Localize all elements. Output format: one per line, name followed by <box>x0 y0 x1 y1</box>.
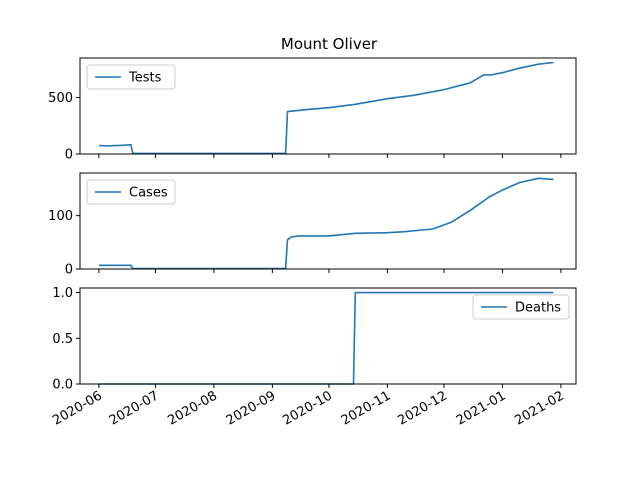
legend-label: Tests <box>128 71 162 86</box>
legend-label: Deaths <box>515 301 561 316</box>
x-tick-label: 2021-01 <box>454 388 509 428</box>
legend-box <box>86 179 176 205</box>
y-tick-label: 0.5 <box>52 332 73 347</box>
x-tick-label: 2020-10 <box>280 388 335 428</box>
x-tick-label: 2021-02 <box>512 388 567 428</box>
x-tick-label: 2020-06 <box>50 388 105 428</box>
legend: Tests <box>86 64 176 90</box>
y-tick-label: 500 <box>48 91 73 106</box>
panel-2: 0 100 Cases <box>48 172 577 278</box>
legend-box <box>472 294 570 320</box>
axes-frame <box>79 57 577 155</box>
panel-1: 0 500 Tests <box>48 57 577 163</box>
y-tick-label: 0 <box>65 148 73 163</box>
y-tick-label: 0 <box>65 263 73 278</box>
y-tick-label: 100 <box>48 209 73 224</box>
axes-frame <box>79 172 577 270</box>
y-tick-label: 0.0 <box>52 378 73 393</box>
x-tick-label: 2020-09 <box>224 388 279 428</box>
legend-box <box>86 64 176 90</box>
panel-3: 0.0 0.5 1.0 Deaths <box>52 286 577 393</box>
x-tick-label: 2020-12 <box>395 388 450 428</box>
legend: Cases <box>86 179 176 205</box>
chart-title: Mount Oliver <box>281 35 378 53</box>
series-line-tests <box>98 61 554 155</box>
legend: Deaths <box>472 294 570 320</box>
axes-frame <box>79 287 577 385</box>
legend-label: Cases <box>129 186 168 201</box>
x-tick-label: 2020-08 <box>165 388 220 428</box>
y-tick-label: 1.0 <box>52 286 73 301</box>
x-tick-label: 2020-11 <box>339 388 394 428</box>
x-tick-label: 2020-07 <box>107 388 162 428</box>
